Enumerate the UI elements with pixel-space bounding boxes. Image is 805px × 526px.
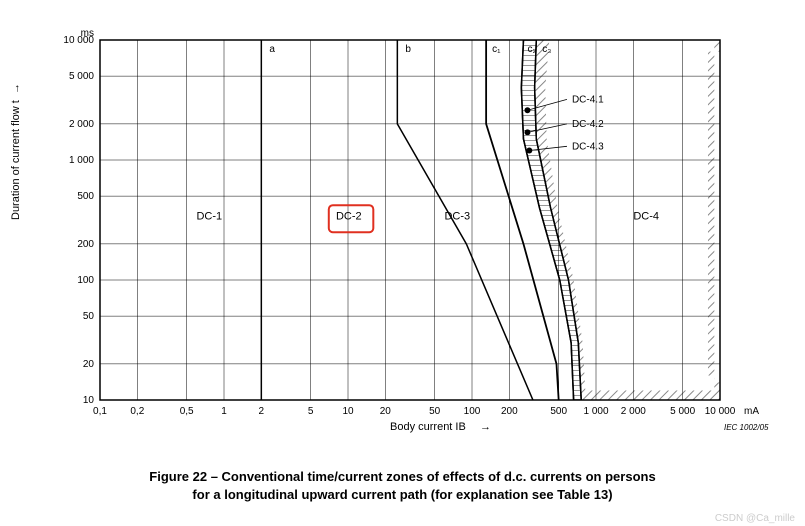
svg-text:c₂: c₂ <box>527 44 536 55</box>
svg-text:5: 5 <box>308 406 314 417</box>
svg-text:b: b <box>405 44 411 55</box>
svg-text:ms: ms <box>81 28 94 39</box>
y-axis-label: Duration of current flow t → <box>10 83 22 220</box>
svg-text:c₁: c₁ <box>492 44 501 55</box>
svg-text:DC-4.1: DC-4.1 <box>572 94 604 105</box>
svg-text:DC-4: DC-4 <box>633 210 659 222</box>
svg-text:Body current IB: Body current IB <box>390 421 466 433</box>
svg-text:1 000: 1 000 <box>583 406 608 417</box>
svg-text:0,1: 0,1 <box>93 406 107 417</box>
svg-text:0,5: 0,5 <box>180 406 194 417</box>
svg-text:→: → <box>480 421 491 433</box>
svg-text:2 000: 2 000 <box>69 119 94 130</box>
svg-text:5 000: 5 000 <box>69 71 94 82</box>
chart-svg: 0,1 0,2 0,5 1 2 5 10 20 50 100 200 500 1 000 2 000 5 0… <box>20 20 780 440</box>
figure-caption: Figure 22 – Conventional time/current zo… <box>20 468 785 504</box>
svg-text:10 000: 10 000 <box>705 406 736 417</box>
svg-text:DC-2: DC-2 <box>336 210 362 222</box>
watermark: CSDN @Ca_mille <box>715 513 795 524</box>
svg-text:1: 1 <box>221 406 227 417</box>
svg-text:DC-4.2: DC-4.2 <box>572 119 604 130</box>
svg-text:100: 100 <box>464 406 481 417</box>
svg-text:2 000: 2 000 <box>621 406 646 417</box>
svg-text:1 000: 1 000 <box>69 155 94 166</box>
svg-text:IEC 1002/05: IEC 1002/05 <box>724 423 769 432</box>
svg-text:10: 10 <box>83 395 95 406</box>
svg-text:50: 50 <box>83 311 95 322</box>
svg-text:200: 200 <box>77 239 94 250</box>
svg-text:mA: mA <box>744 406 759 417</box>
svg-text:DC-4.3: DC-4.3 <box>572 141 604 152</box>
svg-text:DC-3: DC-3 <box>444 210 470 222</box>
svg-text:200: 200 <box>501 406 518 417</box>
svg-text:5 000: 5 000 <box>670 406 695 417</box>
svg-text:20: 20 <box>380 406 392 417</box>
svg-text:500: 500 <box>550 406 567 417</box>
svg-text:100: 100 <box>77 275 94 286</box>
svg-text:DC-1: DC-1 <box>196 210 222 222</box>
svg-text:10: 10 <box>342 406 354 417</box>
svg-text:20: 20 <box>83 359 95 370</box>
chart-container: Duration of current flow t → 0,10,20,512… <box>20 20 780 440</box>
svg-text:50: 50 <box>429 406 441 417</box>
svg-text:2: 2 <box>259 406 265 417</box>
svg-text:c₃: c₃ <box>542 44 551 55</box>
svg-text:0,2: 0,2 <box>130 406 144 417</box>
svg-text:500: 500 <box>77 191 94 202</box>
svg-text:a: a <box>269 44 275 55</box>
